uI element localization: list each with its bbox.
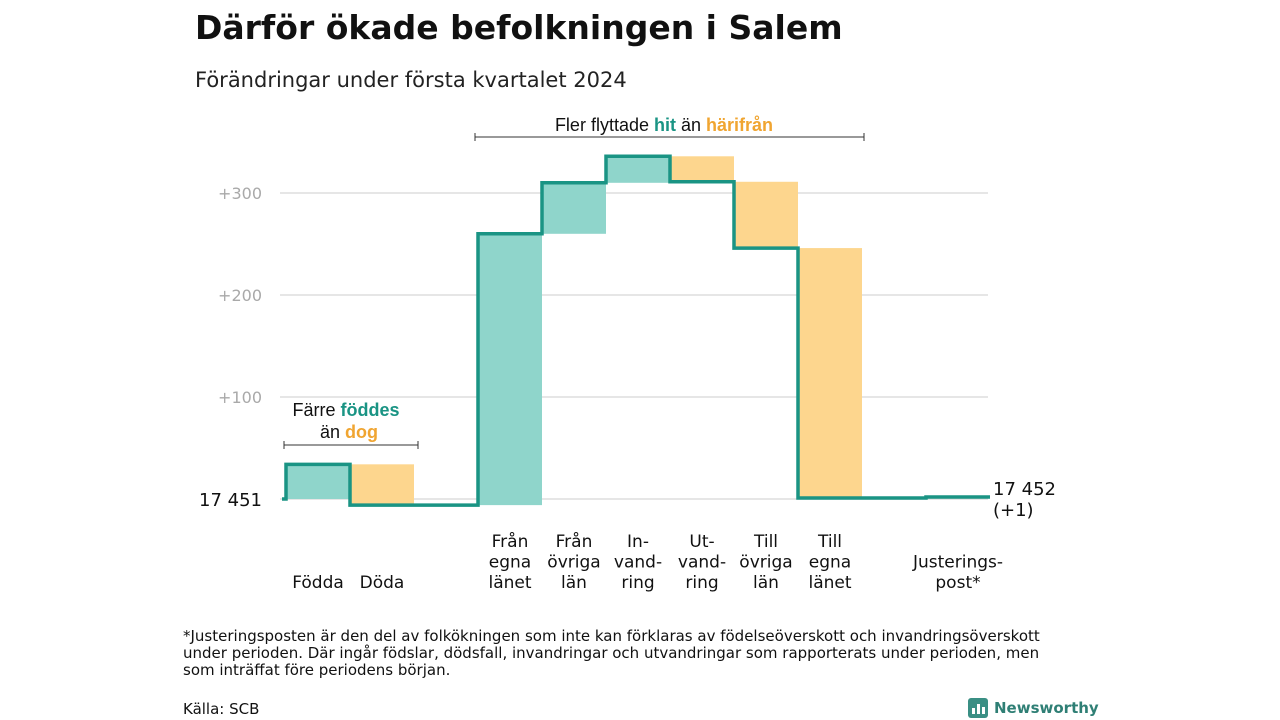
bar (350, 464, 414, 506)
category-label: län (561, 573, 587, 593)
footnote-line: som inträffat före periodens början. (183, 661, 451, 679)
bar (670, 156, 734, 182)
end-value-label: 17 452 (993, 479, 1056, 500)
category-label: Till (817, 532, 842, 552)
category-label: övriga (547, 553, 600, 573)
brand-name: Newsworthy (994, 699, 1099, 717)
moves-annotation: Fler flyttade hit än härifrån (555, 115, 773, 135)
category-label: post* (935, 573, 980, 593)
category-label: ring (621, 573, 654, 593)
category-label: Justerings- (912, 553, 1003, 573)
bar (798, 248, 862, 498)
category-label: Till (753, 532, 778, 552)
bar (286, 464, 350, 499)
annotation-text: Fler flyttade (555, 115, 654, 135)
annotation-text: än (320, 422, 345, 442)
footnote: *Justeringsposten är den del av folkökni… (183, 628, 1103, 679)
end-value-label: (+1) (993, 500, 1034, 521)
start-value-label: 17 451 (199, 490, 262, 511)
category-label: egna (489, 553, 531, 573)
footnote-line: under perioden. Där ingår födslar, dödsf… (183, 644, 1040, 662)
bar (478, 233, 542, 506)
source-label: Källa: SCB (183, 700, 260, 718)
chart-title: Därför ökade befolkningen i Salem (195, 8, 843, 47)
category-label: övriga (739, 553, 792, 573)
category-label: länet (808, 573, 851, 593)
category-label: In- (627, 532, 649, 552)
annotation-highlight-out: härifrån (706, 115, 773, 135)
category-label: egna (809, 553, 851, 573)
footnote-line: *Justeringsposten är den del av folkökni… (183, 627, 1040, 645)
y-tick-label: +100 (218, 388, 262, 407)
chart-subtitle: Förändringar under första kvartalet 2024 (195, 68, 627, 92)
annotation-highlight-out: dog (345, 422, 378, 442)
births-annotation-line2: än dog (320, 422, 378, 442)
category-label: Döda (360, 573, 405, 593)
category-label: Från (492, 531, 529, 552)
category-label: ring (685, 573, 718, 593)
category-label: Ut- (689, 532, 714, 552)
y-tick-label: +300 (218, 184, 262, 203)
annotation-text: Färre (292, 400, 340, 420)
bar-chart-icon (968, 698, 988, 718)
annotation-highlight-in: hit (654, 115, 676, 135)
category-label: Födda (292, 573, 344, 593)
annotation-text: än (676, 115, 706, 135)
bar (542, 182, 606, 234)
cumulative-step-line (282, 154, 990, 507)
brand-logo: Newsworthy (968, 697, 1099, 719)
bar (734, 181, 798, 249)
category-label: länet (488, 573, 531, 593)
moves-bracket (474, 133, 865, 141)
category-label: vand- (678, 553, 726, 573)
annotation-highlight-in: föddes (341, 400, 400, 420)
births-annotation-line1: Färre föddes (292, 400, 399, 420)
category-label: län (753, 573, 779, 593)
births-bracket (283, 441, 419, 449)
category-label: Från (556, 531, 593, 552)
category-label: vand- (614, 553, 662, 573)
bar (606, 156, 670, 183)
y-tick-label: +200 (218, 286, 262, 305)
